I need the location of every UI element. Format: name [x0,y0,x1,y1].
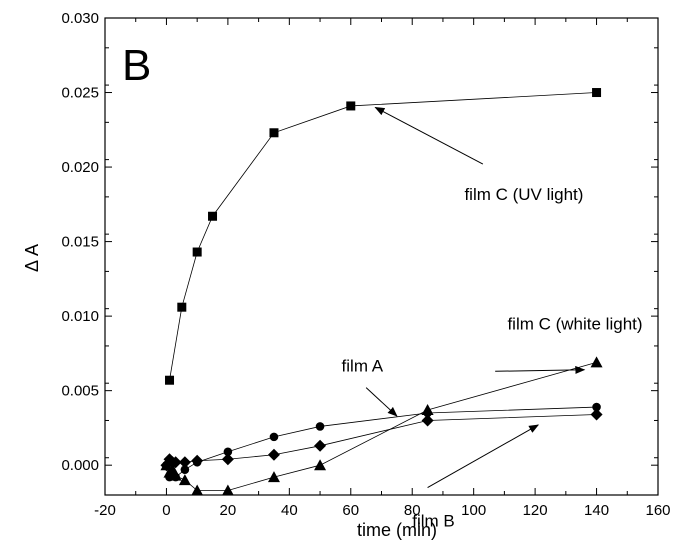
y-tick-label: 0.010 [61,308,99,325]
data-point-circle [180,465,190,474]
data-point-square [346,101,356,111]
x-tick-label: 0 [162,502,170,519]
data-point-square [269,128,279,138]
data-point-diamond [421,414,434,427]
panel-label: B [122,41,151,90]
x-tick-label: 20 [220,502,237,519]
annotation-arrow [365,387,398,417]
x-tick-label: 160 [645,502,670,519]
data-point-triangle [178,474,191,486]
annotation-arrow [374,106,484,165]
data-point-square [177,302,187,312]
y-tick-label: 0.000 [61,457,99,474]
data-point-circle [223,447,233,457]
data-point-diamond [314,439,327,452]
axes-frame [104,17,659,496]
data-point-square [208,211,218,221]
plot-frame [104,17,659,496]
x-tick-label: 140 [584,502,609,519]
y-axis-title: Δ A [22,244,42,272]
data-point-diamond [191,454,204,467]
annotations-layer: film C (UV light) film C (white light) fil… [342,106,643,530]
data-point-square [592,88,602,98]
data-point-triangle [221,484,234,496]
series-layer [160,88,603,496]
data-point-circle [592,402,601,412]
axis-ticks: -20 0 20 40 60 80 100 120 140 160 0.000 0.005 0.010 0… [61,10,670,519]
data-point-diamond [169,456,182,469]
annotation-arrow [427,424,540,488]
y-tick-label: 0.030 [61,10,99,27]
y-tick-label: 0.015 [61,234,99,251]
x-tick-label: 60 [342,502,359,519]
series-circle [162,402,601,482]
annotation-label: film C (UV light) [464,185,583,204]
data-point-diamond [221,453,234,466]
annotation-label: film C (white light) [507,315,642,334]
x-tick-label: 80 [404,502,421,519]
data-point-square [165,375,175,385]
series-line-triangle [166,361,597,491]
series-square [165,88,602,385]
y-tick-label: 0.025 [61,85,99,102]
series-line-square [169,92,597,381]
x-tick-label: 120 [523,502,548,519]
annotation-label: film A [342,356,384,375]
x-tick-label: 100 [461,502,486,519]
data-point-diamond [590,408,603,421]
data-point-triangle [590,356,603,368]
y-tick-label: 0.020 [61,159,99,176]
data-point-circle [171,472,180,482]
data-point-circle [423,408,432,418]
annotation-label: film B [412,511,455,530]
x-tick-label: 40 [281,502,298,519]
data-point-diamond [267,448,280,461]
data-point-diamond [178,456,191,469]
x-tick-label: -20 [94,502,116,519]
data-point-circle [269,432,279,442]
data-point-triangle [314,459,327,471]
series-line-circle [166,406,597,478]
data-point-triangle [267,471,280,483]
data-point-circle [315,422,325,431]
y-tick-label: 0.005 [61,383,99,400]
x-axis-title: time (min) [357,520,437,540]
annotation-arrow [495,365,586,374]
series-diamond [160,408,603,472]
data-point-square [192,247,202,257]
data-point-triangle [191,484,204,496]
